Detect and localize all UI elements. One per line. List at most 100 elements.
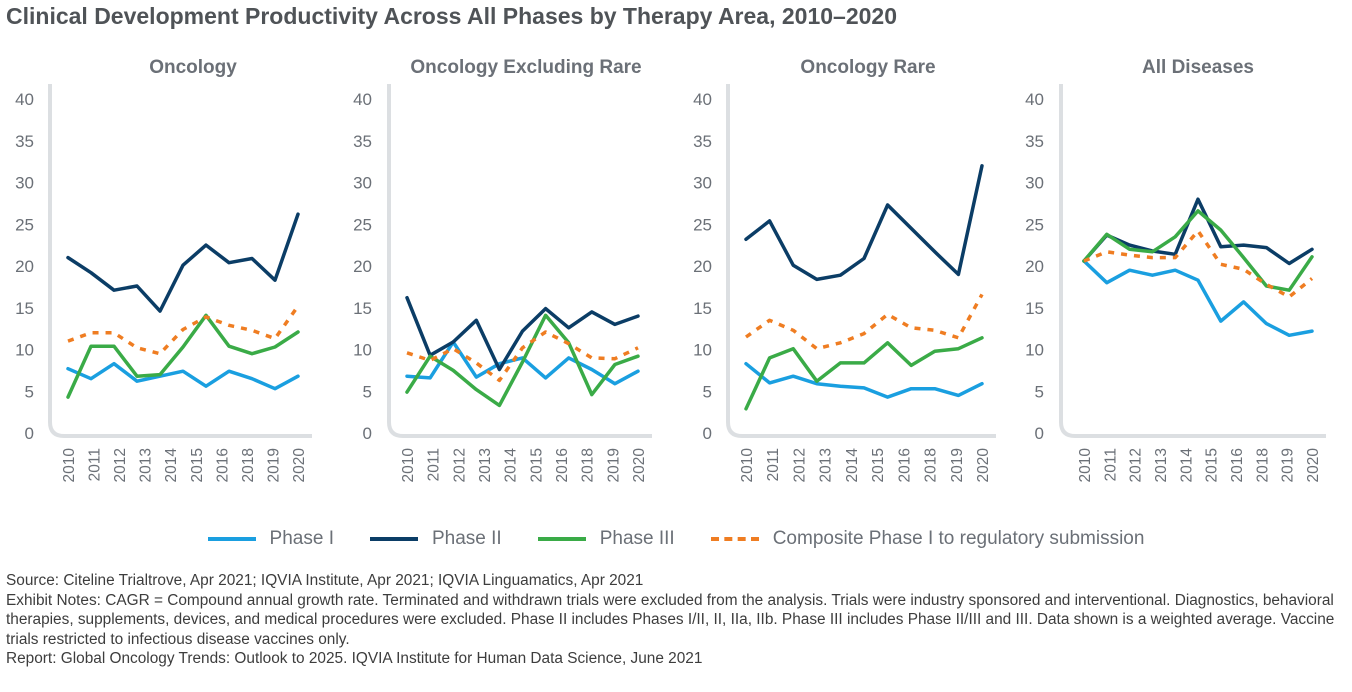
y-tick-label: 30 <box>1025 174 1044 193</box>
y-tick-label: 35 <box>15 132 34 151</box>
x-tick-label: 2016 <box>214 448 231 482</box>
x-tick-label: 2013 <box>138 448 155 482</box>
y-tick-label: 35 <box>1025 132 1044 151</box>
panel-oncology-excluding-rare: Oncology Excluding Rare 0 5 10 15 20 25 30 35 40 2… <box>353 57 652 482</box>
y-tick-label: 40 <box>1025 90 1044 109</box>
y-tick-label: 0 <box>363 424 372 443</box>
series-line-composite-phase-i-to-regulatory-submission <box>744 293 984 351</box>
y-tick-label: 15 <box>1025 299 1044 318</box>
series-line-composite-phase-i-to-regulatory-submission <box>67 305 300 356</box>
x-tick-label: 2015 <box>1204 448 1221 482</box>
series-line-phase-iii <box>1082 209 1314 292</box>
y-tick-label: 30 <box>353 174 372 193</box>
x-tick-label: 2020 <box>975 448 992 483</box>
y-tick-label: 10 <box>1025 341 1044 360</box>
series-line-composite-phase-i-to-regulatory-submission <box>406 330 639 383</box>
series-line-phase-ii <box>744 164 984 282</box>
panel-oncology-rare: Oncology Rare 0 5 10 15 20 25 30 35 40 2010 2011 201… <box>693 57 996 482</box>
x-tick-label: 2019 <box>949 448 966 482</box>
y-tick-label: 40 <box>15 90 34 109</box>
y-tick-label: 15 <box>15 299 34 318</box>
x-tick-label: 2015 <box>870 448 887 482</box>
x-tick-label: 2010 <box>1077 448 1094 483</box>
y-tick-label: 25 <box>15 215 34 234</box>
x-tick-label: 2014 <box>1178 448 1195 483</box>
x-tick-label: 2013 <box>818 448 835 482</box>
source-note: Source: Citeline Trialtrove, Apr 2021; I… <box>6 572 644 589</box>
axis-frame <box>387 84 652 438</box>
x-tick-label: 2012 <box>112 448 129 482</box>
x-tick-label: 2018 <box>580 448 597 482</box>
y-tick-label: 5 <box>703 382 712 401</box>
x-tick-label: 2016 <box>554 448 571 482</box>
axis-frame <box>726 84 996 438</box>
y-tick-label: 10 <box>353 341 372 360</box>
x-tick-label: 2020 <box>1305 448 1322 483</box>
x-tick-label: 2011 <box>1102 448 1119 481</box>
y-tick-label: 35 <box>693 132 712 151</box>
y-tick-label: 0 <box>1035 424 1044 443</box>
legend-label-phase-ii: Phase II <box>431 528 502 549</box>
x-tick-label: 2011 <box>426 448 443 481</box>
y-tick-label: 25 <box>353 215 372 234</box>
x-tick-label: 2018 <box>240 448 257 482</box>
x-tick-label: 2015 <box>189 448 206 482</box>
y-tick-label: 5 <box>1035 382 1044 401</box>
x-tick-label: 2020 <box>631 448 648 483</box>
x-tick-label: 2018 <box>923 448 940 482</box>
panel-all-diseases: All Diseases 0 5 10 15 20 25 30 35 40 2010 2011 2012… <box>1025 57 1326 482</box>
panel-oncology: Oncology 0 5 10 15 20 25 30 35 40 2010 2011 2012 2013… <box>15 57 312 482</box>
y-tick-label: 40 <box>693 90 712 109</box>
x-tick-label: 2016 <box>1229 448 1246 482</box>
y-tick-label: 20 <box>15 257 34 276</box>
legend: Phase I Phase II Phase III Composite Pha… <box>0 524 1352 554</box>
y-tick-label: 10 <box>693 341 712 360</box>
axis-frame <box>1059 84 1326 438</box>
y-tick-label: 40 <box>353 90 372 109</box>
series-line-phase-i <box>66 361 300 391</box>
y-tick-label: 5 <box>25 382 34 401</box>
series-line-composite-phase-i-to-regulatory-submission <box>1083 229 1314 299</box>
y-tick-label: 30 <box>693 174 712 193</box>
x-tick-label: 2014 <box>844 448 861 483</box>
x-tick-label: 2010 <box>61 448 78 483</box>
legend-label-phase-iii: Phase III <box>599 528 675 549</box>
series-line-phase-ii <box>405 295 640 372</box>
x-tick-label: 2019 <box>1280 448 1297 482</box>
x-tick-label: 2011 <box>765 448 782 481</box>
y-tick-label: 0 <box>703 424 712 443</box>
x-tick-label: 2010 <box>739 448 756 483</box>
x-tick-label: 2015 <box>528 448 545 482</box>
axis-frame <box>48 84 312 438</box>
x-tick-label: 2010 <box>400 448 417 483</box>
report-note: Report: Global Oncology Trends: Outlook … <box>6 650 703 667</box>
panel-title: Oncology Excluding Rare <box>410 57 641 78</box>
series-line-phase-i <box>744 361 984 399</box>
series-line-phase-ii <box>66 212 300 313</box>
x-tick-label: 2016 <box>896 448 913 482</box>
x-tick-label: 2014 <box>503 448 520 483</box>
series-line-phase-iii <box>744 336 984 411</box>
series-line-phase-i <box>1082 259 1314 338</box>
x-tick-label: 2012 <box>1128 448 1145 482</box>
y-tick-label: 20 <box>353 257 372 276</box>
y-tick-label: 35 <box>353 132 372 151</box>
series-line-phase-iii <box>405 313 640 408</box>
legend-swatch-phase-i <box>207 537 256 541</box>
y-tick-label: 0 <box>25 424 34 443</box>
y-tick-label: 15 <box>353 299 372 318</box>
y-tick-label: 15 <box>693 299 712 318</box>
x-tick-label: 2012 <box>791 448 808 482</box>
legend-label-composite: Composite Phase I to regulatory submissi… <box>772 528 1145 549</box>
legend-item-phase-i: Phase I <box>207 528 334 550</box>
series-line-phase-ii <box>1082 197 1314 266</box>
legend-swatch-phase-ii <box>369 537 418 541</box>
panel-title: All Diseases <box>1142 57 1254 78</box>
series-line-phase-iii <box>66 313 300 399</box>
x-tick-label: 2018 <box>1254 448 1271 482</box>
x-tick-label: 2014 <box>163 448 180 483</box>
x-tick-label: 2013 <box>477 448 494 482</box>
y-tick-label: 20 <box>693 257 712 276</box>
panel-title: Oncology Rare <box>800 57 935 78</box>
